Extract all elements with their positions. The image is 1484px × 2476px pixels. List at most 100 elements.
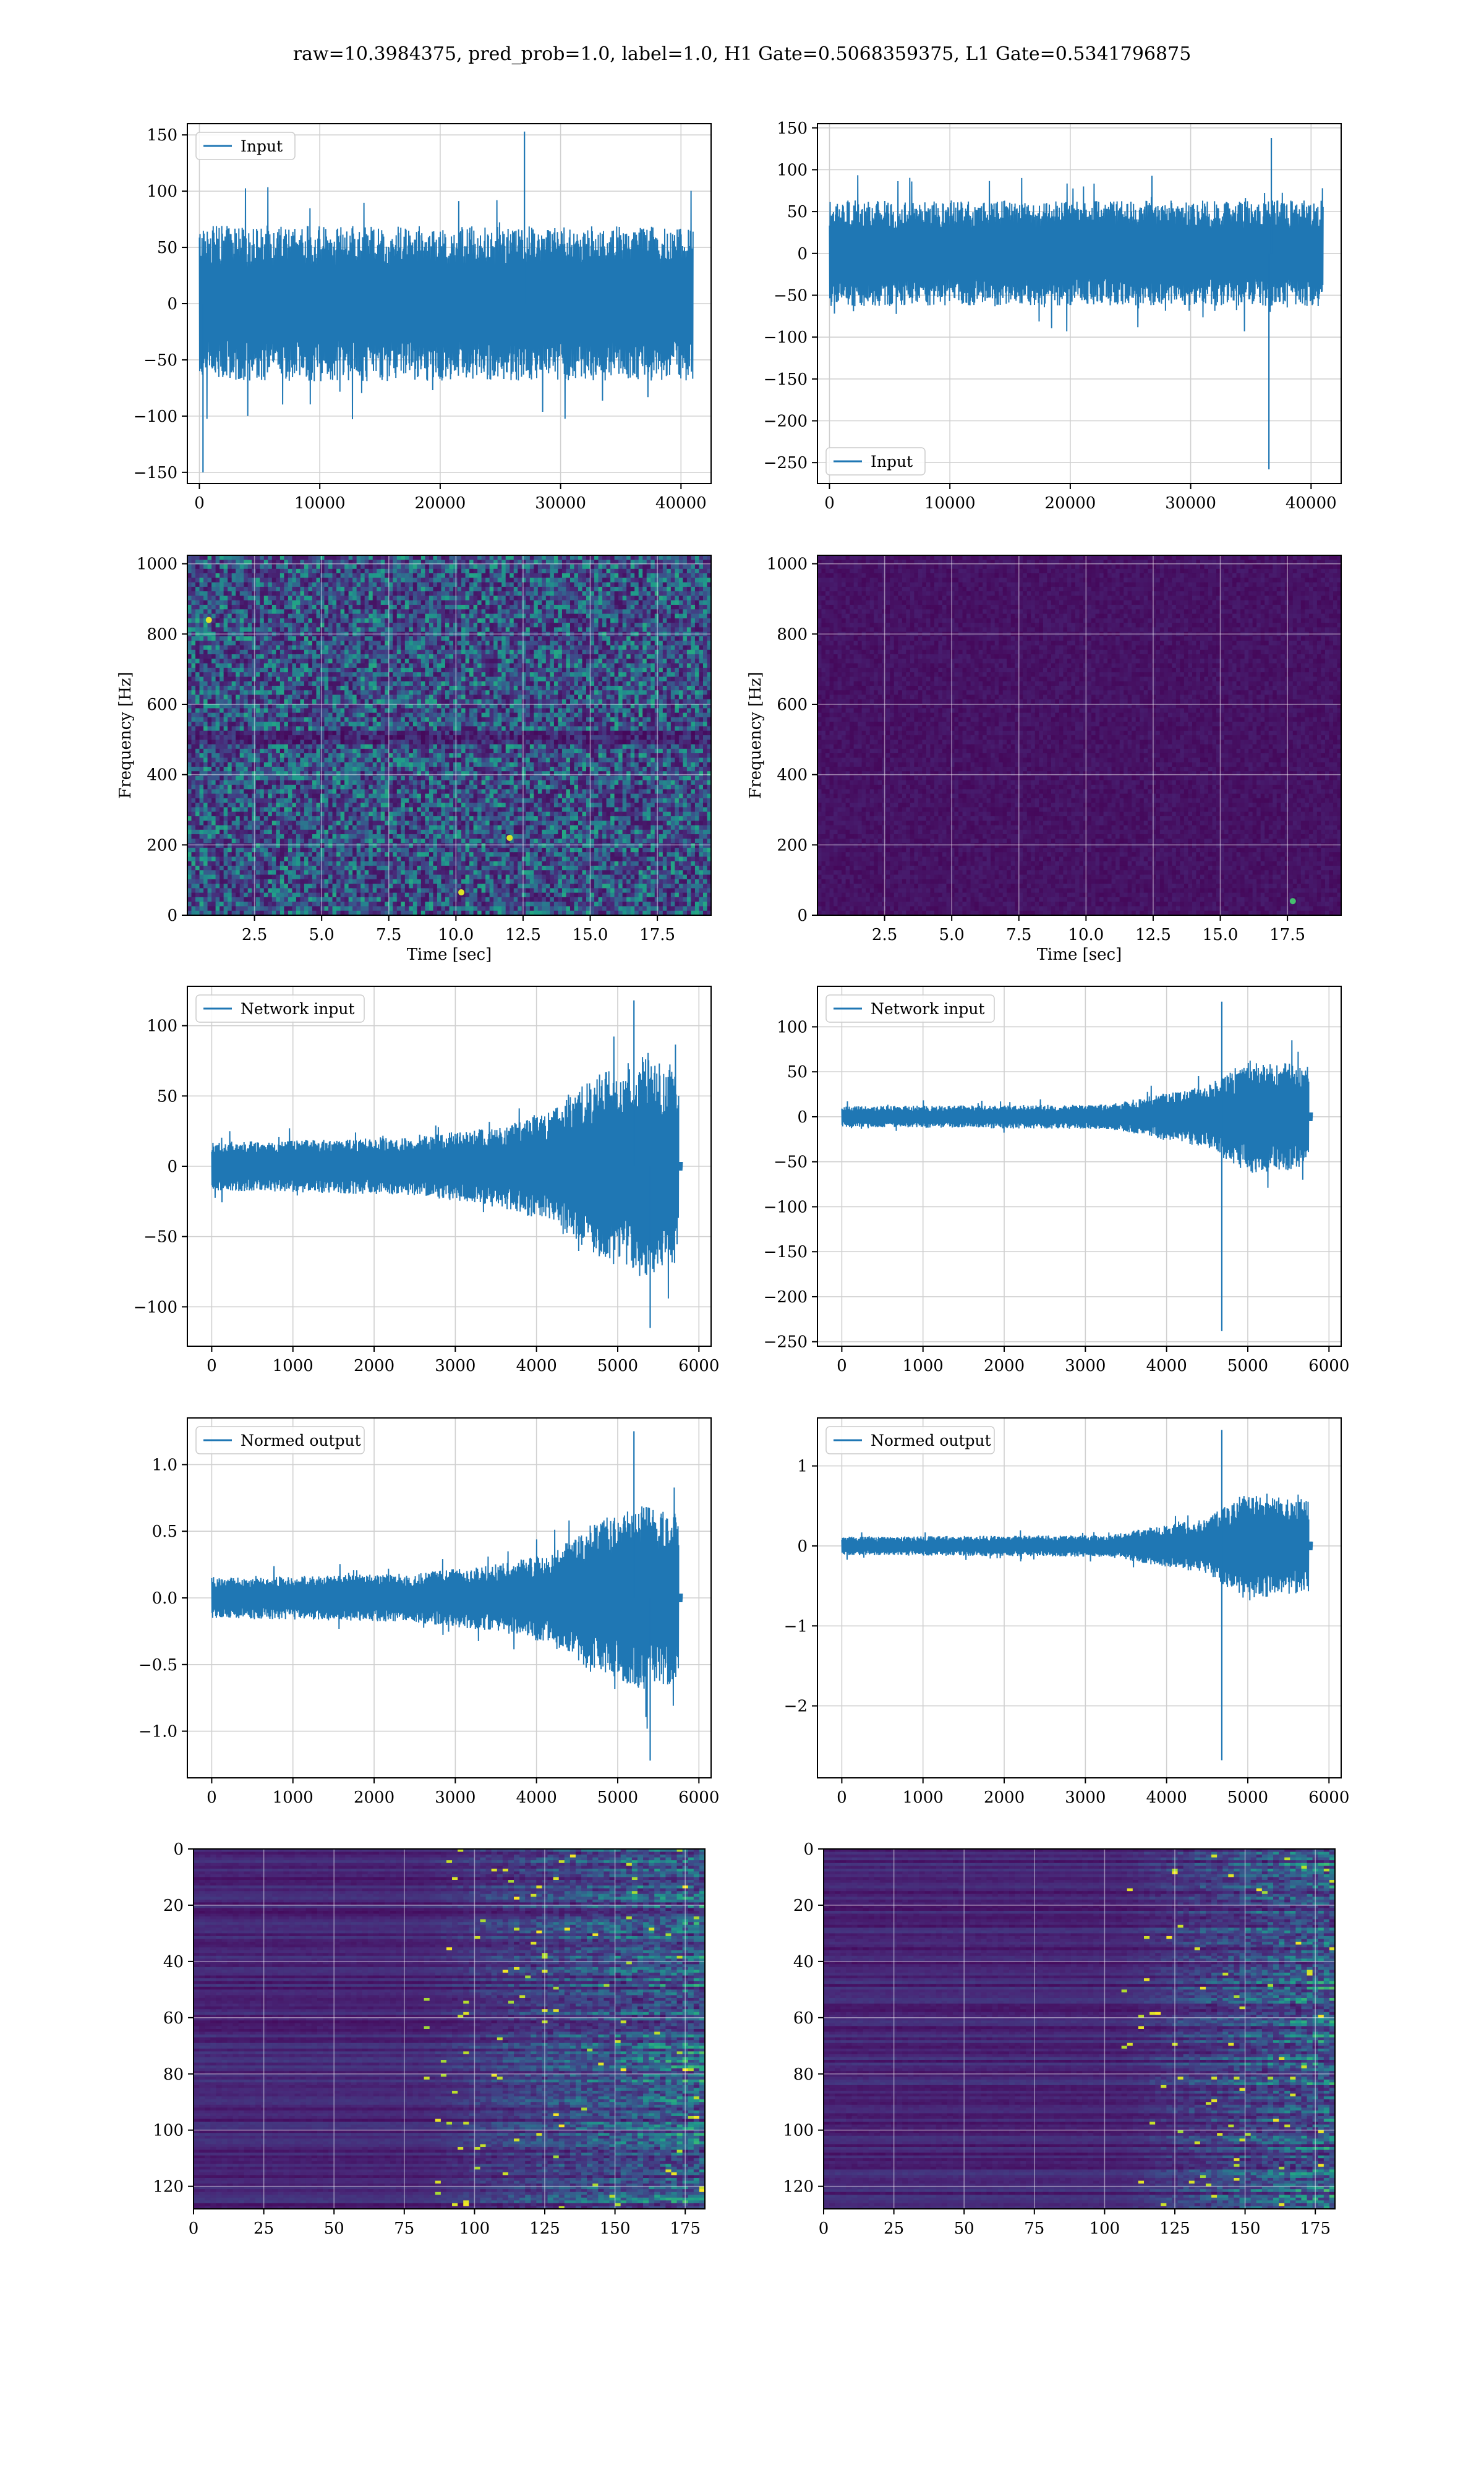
x-tick-label: 5.0 [309,926,334,944]
y-tick-label: 20 [793,1897,814,1915]
y-tick-label: −1.0 [139,1723,177,1741]
x-tick-label: 0 [819,2219,829,2238]
y-tick-label: 800 [147,625,177,644]
x-tick-label: 3000 [1065,1357,1106,1375]
y-tick-label: 600 [147,696,177,714]
y-tick-label: 80 [163,2065,184,2084]
y-tick-label: 600 [777,696,808,714]
x-tick-label: 6000 [1308,1357,1349,1375]
y-tick-label: 40 [793,1953,814,1971]
x-tick-label: 2000 [354,1788,394,1807]
legend: Normed output [196,1427,364,1454]
y-tick-label: −100 [764,328,808,347]
y-tick-label: −150 [764,1243,808,1261]
x-tick-label: 1000 [903,1357,944,1375]
legend: Normed output [826,1427,994,1454]
y-tick-label: 100 [777,1018,808,1036]
bright-point [458,889,464,895]
legend-label: Normed output [871,1432,991,1449]
y-tick-label: −2 [784,1697,808,1716]
x-tick-label: 7.5 [376,926,401,944]
x-tick-label: 15.0 [573,926,608,944]
x-tick-label: 125 [529,2219,560,2238]
x-tick-label: 3000 [1065,1788,1106,1807]
y-tick-label: −50 [143,1228,177,1247]
y-tick-label: 60 [793,2009,814,2028]
x-tick-label: 0 [824,494,835,513]
y-tick-label: 50 [787,1063,808,1082]
legend-label: Input [241,137,283,155]
y-tick-label: −0.5 [139,1656,177,1675]
y-tick-label: 0 [173,1840,184,1859]
x-tick-label: 100 [459,2219,490,2238]
y-tick-label: −250 [764,454,808,472]
legend-label: Input [871,453,913,471]
x-tick-label: 50 [324,2219,344,2238]
x-tick-label: 5.0 [939,926,964,944]
x-tick-label: 40000 [1286,494,1337,513]
y-tick-label: 200 [777,836,808,855]
x-tick-label: 0 [189,2219,199,2238]
x-tick-label: 7.5 [1006,926,1031,944]
x-tick-label: 20000 [1045,494,1096,513]
y-tick-label: 120 [783,2178,814,2196]
y-tick-label: 100 [153,2122,184,2140]
heatmap-feature-map-l1 [824,1849,1336,2209]
y-tick-label: 1.0 [152,1456,177,1474]
y-tick-label: −150 [134,464,177,482]
y-tick-label: 100 [783,2122,814,2140]
x-tick-label: 15.0 [1203,926,1239,944]
y-tick-label: −100 [764,1198,808,1216]
x-tick-label: 12.5 [505,926,541,944]
legend-label: Network input [241,1000,354,1018]
y-tick-label: 800 [777,625,808,644]
x-tick-label: 10.0 [438,926,474,944]
y-tick-label: −150 [764,370,808,389]
x-tick-label: 10000 [924,494,976,513]
x-tick-label: 30000 [535,494,586,513]
x-tick-label: 6000 [678,1788,719,1807]
y-tick-label: 120 [153,2178,184,2196]
x-tick-label: 0 [837,1788,847,1807]
x-tick-label: 5000 [597,1357,638,1375]
x-tick-label: 17.5 [1269,926,1305,944]
y-tick-label: 100 [147,182,177,201]
x-tick-label: 30000 [1165,494,1216,513]
x-tick-label: 3000 [435,1788,475,1807]
x-tick-label: 4000 [1146,1788,1187,1807]
heatmap-spectrogram-h1 [187,555,712,916]
y-tick-label: 200 [147,836,177,855]
y-tick-label: 20 [163,1897,184,1915]
y-tick-label: 60 [163,2009,184,2028]
x-tick-label: 2.5 [242,926,267,944]
x-tick-label: 4000 [1146,1357,1187,1375]
y-tick-label: 0 [797,245,808,263]
y-tick-label: −250 [764,1333,808,1352]
x-tick-label: 175 [670,2219,701,2238]
y-tick-label: 0 [803,1840,814,1859]
y-tick-label: −50 [143,351,177,370]
x-tick-label: 25 [254,2219,274,2238]
x-tick-label: 4000 [516,1357,557,1375]
bright-point [1290,898,1296,904]
y-tick-label: −1 [784,1617,808,1636]
legend: Network input [826,995,994,1022]
x-tick-label: 1000 [273,1788,313,1807]
y-tick-label: 0 [167,1158,177,1176]
x-tick-label: 150 [1230,2219,1261,2238]
x-tick-label: 25 [884,2219,904,2238]
x-tick-label: 0 [207,1788,217,1807]
x-tick-label: 17.5 [639,926,675,944]
y-axis-label: Frequency [Hz] [116,672,135,799]
y-tick-label: 50 [157,1087,177,1106]
x-tick-label: 3000 [435,1357,475,1375]
y-tick-label: −100 [134,408,177,426]
x-tick-label: 10000 [294,494,346,513]
x-tick-label: 5000 [1227,1788,1268,1807]
x-tick-label: 150 [600,2219,631,2238]
figure-suptitle: raw=10.3984375, pred_prob=1.0, label=1.0… [293,43,1192,65]
x-tick-label: 50 [954,2219,974,2238]
